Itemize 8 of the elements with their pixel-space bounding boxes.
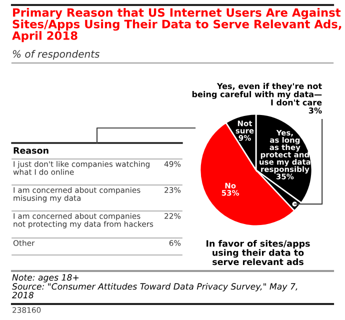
chart-title: Primary Reason that US Internet Users Are Against Sites/Apps Using Their Data to Serve Relevant Ads, April 2018: [12, 8, 342, 42]
source-note: Source: "Consumer Attitudes Toward Data Privacy Survey," May 7, 2018: [12, 283, 298, 298]
text: Note: ages 18+: [12, 274, 79, 282]
text: In favor of sites/apps using their data to serve relevant ads: [206, 240, 310, 266]
text: % of respondents: [12, 50, 100, 60]
slice-label: Yes, even if they're not being careful with my data— I don't care: [192, 82, 322, 106]
text: Reason: [14, 147, 48, 154]
data-label: 3%: [308, 107, 322, 114]
